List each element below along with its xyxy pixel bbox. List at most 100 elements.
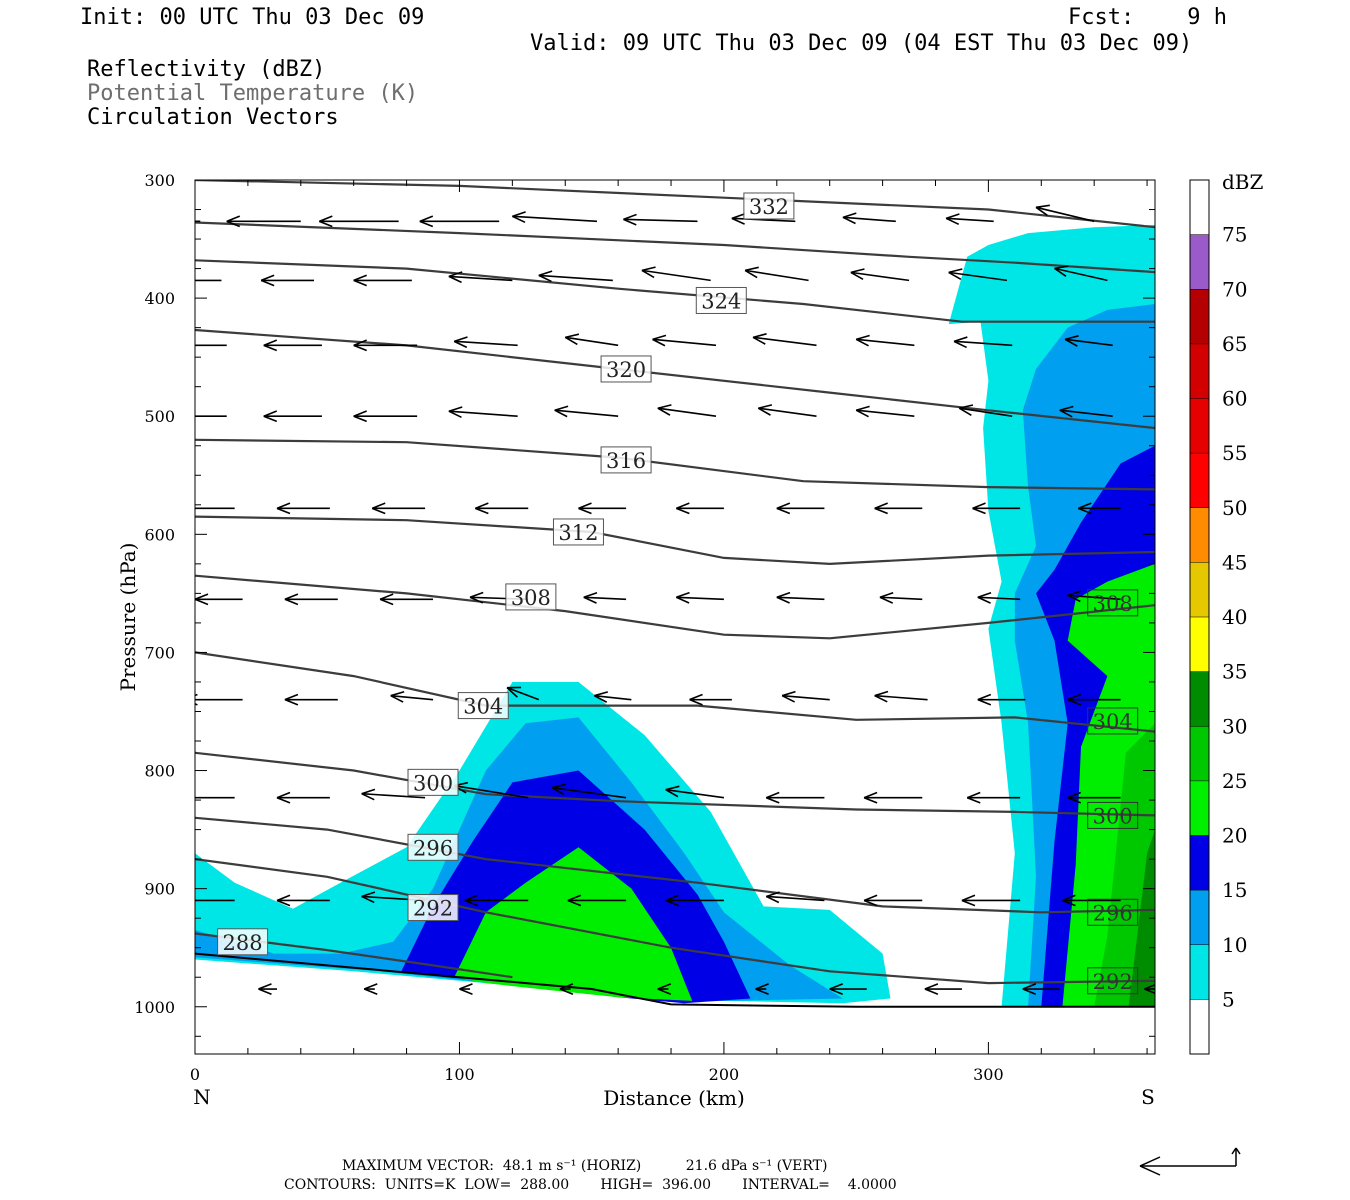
- y-tick-label-400: 400: [144, 289, 175, 308]
- x-tick-label-0: 0: [190, 1065, 200, 1084]
- colorbar-label-65: 65: [1222, 332, 1247, 356]
- circulation-vector: [665, 785, 725, 799]
- circulation-vector: [583, 591, 627, 604]
- circulation-vector: [855, 334, 915, 347]
- x-tick-label-300: 300: [973, 1065, 1004, 1084]
- circulation-vector: [850, 268, 910, 282]
- circulation-vector: [874, 502, 923, 515]
- theta-label-right-304-box: [1087, 707, 1139, 735]
- circulation-vector: [675, 591, 724, 604]
- circulation-vector: [855, 405, 915, 418]
- theta-label-288-box: [217, 928, 269, 956]
- colorbar-segment-45: [1190, 507, 1209, 563]
- circulation-vector: [195, 895, 235, 906]
- colorbar-label-45: 45: [1222, 550, 1247, 574]
- theta-contour-320: [195, 328, 1155, 430]
- theta-label-300: 300: [413, 771, 453, 795]
- theta-label-324-box: [695, 286, 747, 314]
- colorbar-segment-30: [1190, 671, 1209, 727]
- circulation-vector: [874, 690, 928, 703]
- circulation-vector: [977, 591, 1021, 604]
- theta-label-300-box: [407, 768, 459, 796]
- circulation-vector: [657, 983, 672, 995]
- theta-label-304: 304: [463, 695, 503, 719]
- field-circulation-vectors: Circulation Vectors: [87, 105, 339, 130]
- circulation-vector: [776, 502, 825, 515]
- theta-label-right-292: 292: [1093, 970, 1133, 994]
- max-vector-note: MAXIMUM VECTOR: 48.1 m s⁻¹ (HORIZ) 21.6 …: [342, 1158, 828, 1174]
- circulation-vector: [948, 268, 1008, 282]
- circulation-vector: [829, 983, 867, 995]
- circulation-vector: [757, 404, 817, 418]
- circulation-vector: [676, 502, 724, 515]
- circulation-vector: [284, 593, 338, 606]
- circulation-vector: [1059, 405, 1113, 418]
- theta-contour-304: [195, 651, 1155, 733]
- y-axis-label: Pressure (hPa): [116, 543, 140, 692]
- colorbar-label-35: 35: [1222, 660, 1247, 684]
- theta-label-304-box: [457, 692, 509, 720]
- circulation-vector: [554, 405, 619, 418]
- circulation-vector: [765, 791, 825, 804]
- colorbar-segment-55: [1190, 398, 1209, 454]
- circulation-vector: [564, 333, 619, 347]
- circulation-vector: [1064, 335, 1113, 347]
- circulation-vector: [276, 894, 330, 907]
- theta-label-312: 312: [558, 521, 598, 545]
- theta-contour-312: [195, 515, 1155, 566]
- circulation-vector: [578, 502, 627, 515]
- circulation-vector: [765, 891, 825, 904]
- circulation-vector: [924, 983, 962, 995]
- circulation-vector: [657, 404, 717, 418]
- colorbar-label-40: 40: [1222, 605, 1247, 629]
- circulation-vector: [623, 213, 698, 226]
- colorbar-label-10: 10: [1222, 933, 1247, 957]
- y-tick-label-800: 800: [144, 762, 175, 781]
- plot-frame: [194, 179, 1156, 1055]
- theta-label-296-box: [407, 833, 459, 861]
- theta-label-308-box: [505, 583, 557, 611]
- circulation-vector: [879, 591, 923, 604]
- colorbar-label-60: 60: [1222, 387, 1247, 411]
- circulation-vector: [1035, 204, 1095, 223]
- circulation-vector: [958, 404, 1013, 418]
- theta-label-332-box: [743, 192, 795, 220]
- x-tick-label-200: 200: [709, 1065, 740, 1084]
- colorbar-segment-10: [1190, 890, 1209, 945]
- circulation-vector: [475, 502, 529, 515]
- circulation-vector: [593, 691, 632, 703]
- circulation-vector: [781, 690, 830, 703]
- theta-label-320-box: [600, 355, 652, 383]
- colorbar-unit: dBZ: [1222, 170, 1264, 194]
- circulation-vector: [972, 502, 1021, 515]
- theta-label-right-296: 296: [1093, 901, 1133, 925]
- theta-contours: [195, 180, 1155, 985]
- theta-label-312-box: [552, 518, 604, 546]
- theta-contour-328: [195, 221, 1155, 274]
- circulation-vector: [842, 212, 896, 225]
- theta-label-324: 324: [701, 289, 741, 313]
- theta-label-288: 288: [223, 931, 263, 955]
- y-tick-label-500: 500: [144, 407, 175, 426]
- init-time: Init: 00 UTC Thu 03 Dec 09: [80, 5, 425, 30]
- theta-label-right-308-box: [1087, 589, 1139, 617]
- circulation-vector: [195, 796, 235, 799]
- circulation-vector: [551, 783, 627, 799]
- circulation-vectors: [195, 204, 1155, 995]
- theta-label-316-box: [600, 446, 652, 474]
- colorbar-label-25: 25: [1222, 769, 1247, 793]
- circulation-vector: [559, 983, 574, 995]
- circulation-vector: [195, 593, 243, 606]
- circulation-vector: [1067, 590, 1121, 603]
- circulation-vector: [371, 502, 426, 515]
- colorbar-segment-below-5: [1190, 999, 1209, 1054]
- colorbar-label-55: 55: [1222, 441, 1247, 465]
- circulation-vector: [195, 220, 201, 223]
- valid-time: Valid: 09 UTC Thu 03 Dec 09 (04 EST Thu …: [530, 31, 1193, 56]
- colorbar-label-15: 15: [1222, 878, 1247, 902]
- x-end-label-left: N: [193, 1085, 211, 1109]
- circulation-vector: [276, 791, 330, 804]
- circulation-vector: [776, 591, 825, 604]
- colorbar-segment-25: [1190, 726, 1209, 781]
